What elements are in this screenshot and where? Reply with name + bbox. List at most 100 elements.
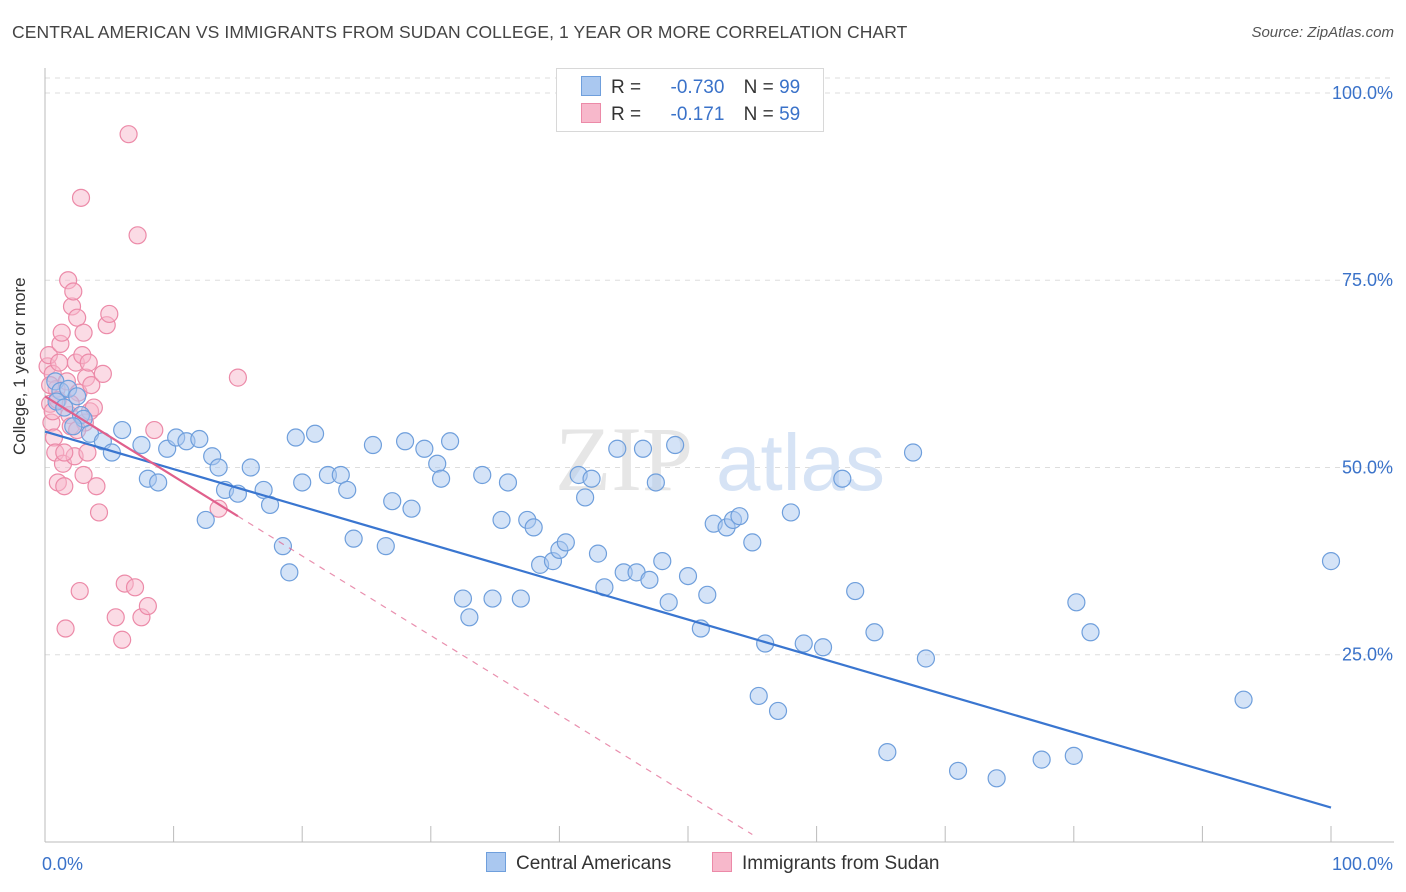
legend-r-value: -0.730 <box>670 77 725 98</box>
data-point <box>431 469 451 488</box>
trend-line-central-americans <box>44 430 1332 809</box>
bottom-legend-swatch-blue <box>486 852 506 872</box>
data-point <box>1032 750 1051 769</box>
data-point <box>511 589 530 608</box>
watermark-zip: ZIP <box>555 408 693 510</box>
data-point <box>128 226 147 245</box>
data-point <box>524 518 543 537</box>
data-point <box>556 533 575 552</box>
data-point <box>125 578 145 597</box>
data-point <box>119 125 138 144</box>
x-tick-label-min: 0.0% <box>42 854 83 874</box>
y-tick-label: 75.0% <box>1342 270 1393 290</box>
trend-line-sudan-extension <box>237 515 753 836</box>
data-point <box>492 510 511 530</box>
data-point <box>440 432 460 451</box>
data-point <box>1081 623 1100 642</box>
data-point <box>55 477 74 496</box>
correlation-legend: R = -0.730 N = 99 R = -0.171 N = 59 <box>556 68 824 132</box>
data-point <box>659 593 678 612</box>
bottom-legend-label: Immigrants from Sudan <box>742 853 940 874</box>
data-point <box>666 435 685 455</box>
data-point <box>428 454 447 473</box>
legend-swatch-pink <box>581 103 601 123</box>
data-point <box>813 638 833 657</box>
data-point <box>646 473 665 492</box>
data-point <box>833 469 852 488</box>
data-point <box>82 375 101 395</box>
data-point <box>460 608 479 627</box>
data-point <box>781 503 800 522</box>
data-point <box>608 439 627 458</box>
y-tick-label: 100.0% <box>1332 83 1393 103</box>
data-point <box>376 537 395 556</box>
data-point <box>1321 552 1341 571</box>
data-point <box>1067 593 1086 612</box>
data-point <box>74 323 93 342</box>
data-point <box>878 743 897 762</box>
y-axis-label: College, 1 year or more <box>10 277 29 455</box>
legend-n-value: 59 <box>779 104 801 125</box>
data-point <box>286 428 305 447</box>
data-point <box>190 429 209 449</box>
data-point <box>71 188 91 207</box>
data-point <box>100 304 119 324</box>
data-point <box>987 769 1006 788</box>
data-point <box>698 585 717 604</box>
data-point <box>106 608 125 627</box>
data-point <box>52 323 71 342</box>
data-point <box>473 465 492 485</box>
data-point <box>582 469 601 488</box>
data-point <box>241 458 260 477</box>
data-point <box>916 649 936 668</box>
grid-lines <box>45 77 1394 656</box>
bottom-legend-swatch-pink <box>712 852 732 872</box>
bottom-legend-sudan: Immigrants from Sudan <box>712 852 939 875</box>
legend-row-sudan: R = -0.171 N = 59 <box>581 103 800 127</box>
central-american-points <box>46 372 1341 788</box>
trend-line-sudan <box>44 395 239 518</box>
data-point <box>678 566 698 586</box>
legend-r-label: R = <box>611 104 642 125</box>
data-point <box>730 507 749 526</box>
legend-n-value: 99 <box>779 77 801 98</box>
data-point <box>228 368 247 387</box>
data-point <box>415 439 434 458</box>
data-point <box>768 701 788 721</box>
data-point <box>64 417 83 436</box>
legend-r-label: R = <box>611 77 642 98</box>
data-point <box>903 443 923 462</box>
legend-row-central-americans: R = -0.730 N = 99 <box>581 76 800 100</box>
data-point <box>948 761 968 780</box>
data-point <box>113 630 132 649</box>
data-point <box>743 533 762 552</box>
data-point <box>305 424 325 443</box>
data-point <box>55 443 74 462</box>
y-tick-label: 50.0% <box>1342 457 1393 477</box>
data-point <box>588 544 608 563</box>
data-point <box>145 420 164 440</box>
data-point <box>865 623 884 642</box>
bottom-legend-central-americans: Central Americans <box>486 852 671 875</box>
data-point <box>383 492 402 511</box>
data-point <box>149 473 168 492</box>
data-point <box>64 282 83 301</box>
data-point <box>1064 746 1083 765</box>
data-point <box>293 473 312 492</box>
data-point <box>93 364 112 383</box>
data-point <box>338 480 357 500</box>
data-point <box>50 353 69 372</box>
data-point <box>846 581 865 601</box>
data-point <box>483 589 502 608</box>
data-point <box>640 570 659 589</box>
data-point <box>70 581 89 601</box>
data-point <box>68 387 87 406</box>
data-point <box>74 465 93 485</box>
data-point <box>113 420 132 440</box>
data-point <box>402 499 421 518</box>
tick-labels: 25.0% 50.0% 75.0% 100.0% 0.0% 100.0% <box>42 83 1393 874</box>
data-point <box>653 552 672 571</box>
data-point <box>453 589 473 608</box>
data-point <box>87 477 106 496</box>
